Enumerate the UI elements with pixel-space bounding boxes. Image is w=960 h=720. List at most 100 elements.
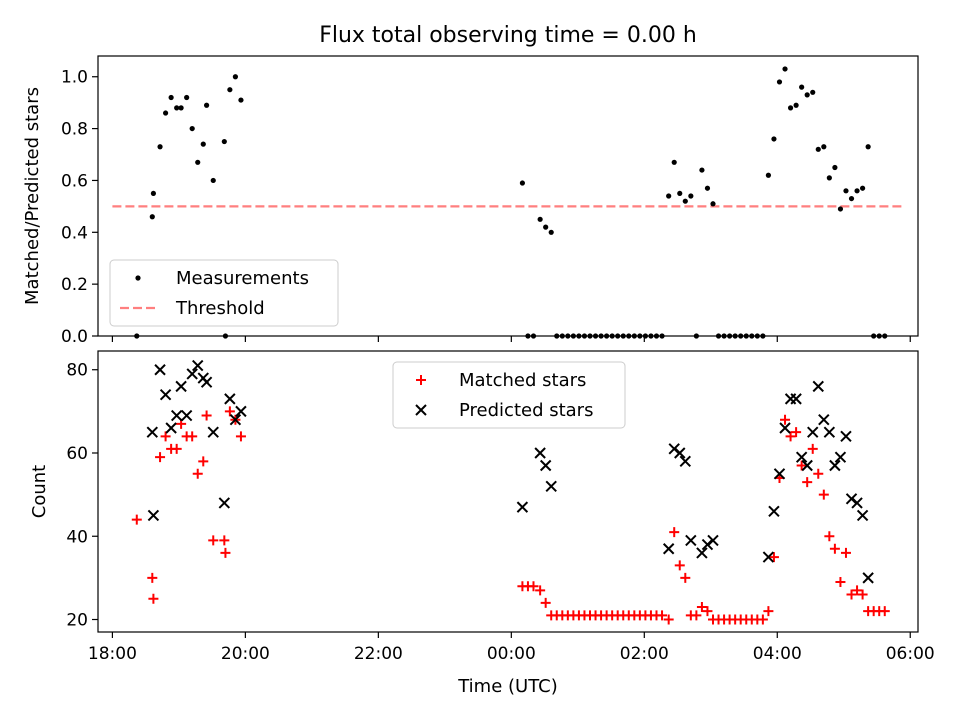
data-point [773, 468, 786, 480]
data-point [671, 159, 677, 165]
data-point [184, 94, 190, 101]
data-point [220, 547, 231, 558]
data-point [702, 606, 713, 617]
axes-frame [97, 350, 919, 633]
data-point [149, 214, 155, 220]
data-point [208, 535, 219, 546]
legend: Measurements Threshold [109, 259, 339, 327]
data-point [793, 102, 799, 108]
data-point [857, 589, 868, 600]
data-point [807, 426, 819, 438]
data-point [207, 426, 219, 438]
count-panel: 20 40 60 80 18:00 20:00 22:00 00:00 02:00 04:00 06… [29, 350, 935, 664]
data-point [829, 543, 840, 554]
legend-box [392, 361, 626, 429]
data-point [856, 509, 869, 522]
y-tick-label: 0.8 [61, 120, 88, 140]
data-point [187, 431, 198, 442]
data-point [763, 606, 774, 617]
data-point [852, 585, 863, 596]
data-point [674, 447, 686, 459]
ratio-panel: 0.0 0.2 0.4 0.6 0.8 1.0 Matched/Predicted star… [22, 55, 919, 347]
data-point [219, 535, 230, 546]
data-point [821, 144, 827, 150]
data-point [235, 405, 247, 418]
data-point [539, 459, 552, 472]
data-point [229, 413, 242, 426]
data-point [543, 224, 549, 230]
data-point [696, 547, 708, 559]
plot-area [131, 359, 890, 625]
data-point [854, 188, 860, 194]
data-point [537, 216, 543, 222]
data-point [846, 589, 857, 600]
data-point [848, 195, 855, 202]
data-point [192, 468, 203, 479]
data-point [162, 110, 169, 116]
y-tick-label: 80 [66, 361, 88, 381]
data-point [131, 514, 142, 525]
data-point [790, 393, 802, 405]
data-point [147, 572, 158, 583]
data-point [829, 459, 841, 472]
data-point [679, 455, 692, 468]
x-tick-label: 18:00 [88, 644, 137, 664]
legend: Matched stars Predicted stars [392, 361, 626, 429]
data-point [832, 164, 838, 171]
data-point [768, 505, 780, 517]
data-point [807, 443, 818, 454]
data-point [812, 380, 824, 393]
data-point [823, 426, 836, 438]
x-tick-label: 22:00 [354, 644, 403, 664]
data-point [170, 409, 183, 422]
data-point [662, 543, 675, 555]
data-point [657, 610, 668, 621]
data-point [154, 364, 166, 376]
data-point [516, 501, 529, 513]
data-point [810, 89, 816, 95]
data-point [147, 509, 160, 522]
data-point [155, 452, 166, 463]
data-point [691, 610, 702, 621]
data-point [779, 422, 791, 434]
data-point [859, 185, 866, 191]
data-point [771, 136, 777, 142]
data-point [835, 577, 846, 588]
data-point [862, 572, 874, 584]
data-point [840, 547, 851, 558]
series-predicted-stars [146, 359, 874, 584]
data-point [787, 105, 794, 111]
data-point [165, 422, 177, 434]
data-point [198, 456, 209, 467]
data-point [224, 393, 236, 405]
data-point [851, 497, 863, 509]
data-point [879, 606, 890, 617]
data-point [768, 552, 779, 563]
figure-title: Flux total observing time = 0.00 h [319, 23, 697, 48]
legend-label: Threshold [175, 298, 265, 319]
data-point [148, 593, 159, 604]
data-point [765, 172, 772, 178]
data-point [776, 79, 783, 85]
data-point [534, 447, 546, 459]
x-tick-label: 00:00 [487, 644, 536, 664]
data-point [210, 177, 216, 184]
data-point [674, 560, 685, 571]
data-point [799, 84, 805, 90]
data-point [171, 443, 182, 454]
data-point [227, 87, 233, 93]
data-point [218, 497, 231, 509]
data-point [785, 431, 796, 442]
data-point [200, 141, 206, 147]
data-point [174, 105, 180, 111]
data-point [669, 527, 680, 538]
data-point [824, 531, 835, 542]
data-point [159, 389, 172, 401]
data-point [677, 190, 683, 197]
data-point [548, 229, 554, 235]
data-point [200, 376, 213, 388]
data-point [528, 581, 539, 592]
data-point [224, 406, 235, 417]
